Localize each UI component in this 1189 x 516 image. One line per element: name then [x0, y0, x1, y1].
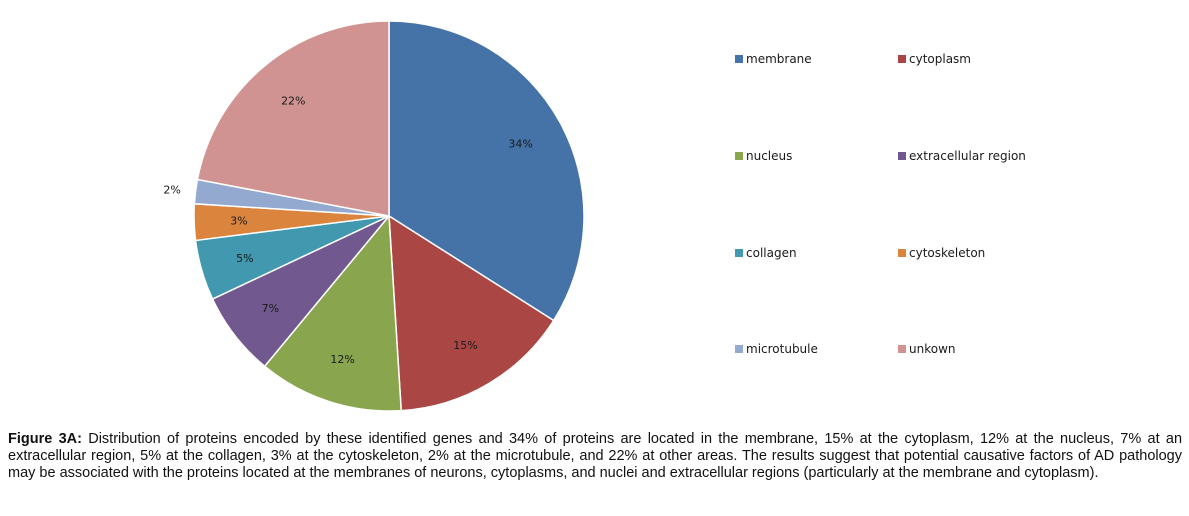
legend-label: nucleus: [746, 149, 793, 163]
legend-label: unkown: [909, 342, 956, 356]
slice-label-cytoplasm: 15%: [453, 339, 477, 352]
slice-label-cytoskeleton: 3%: [230, 215, 247, 228]
slice-label-extracellular-region: 7%: [262, 302, 279, 315]
slice-label-membrane: 34%: [508, 138, 532, 151]
legend-swatch: [735, 55, 743, 63]
legend-label: cytoskeleton: [909, 246, 986, 260]
caption-text: Distribution of proteins encoded by thes…: [8, 431, 1183, 481]
pie-slice-membrane: [388, 20, 585, 322]
slice-label-nucleus: 12%: [330, 353, 354, 366]
legend-swatch: [898, 345, 906, 353]
pie-slice-unkown: [196, 20, 390, 217]
legend-item-membrane: membrane: [735, 51, 812, 67]
legend-item-nucleus: nucleus: [735, 148, 792, 164]
legend-item-cytoskeleton: cytoskeleton: [898, 245, 985, 261]
legend-swatch: [898, 152, 906, 160]
slice-label-collagen: 5%: [236, 252, 253, 265]
slice-label-unkown: 22%: [281, 94, 305, 107]
legend-item-extracellular-region: extracellular region: [898, 148, 1026, 164]
legend-item-collagen: collagen: [735, 245, 797, 261]
legend-label: membrane: [746, 52, 812, 66]
legend-label: microtubule: [746, 342, 818, 356]
legend-label: collagen: [746, 246, 797, 260]
legend-label: extracellular region: [909, 149, 1026, 163]
pie-slice-nucleus: [263, 214, 403, 412]
legend-swatch: [735, 345, 743, 353]
legend-swatch: [735, 152, 743, 160]
figure-caption: Figure 3A: Distribution of proteins enco…: [8, 431, 1182, 482]
legend-item-cytoplasm: cytoplasm: [898, 51, 971, 67]
legend-item-unkown: unkown: [898, 341, 956, 357]
legend-item-microtubule: microtubule: [735, 341, 818, 357]
slice-label-microtubule: 2%: [163, 184, 180, 197]
legend-swatch: [898, 249, 906, 257]
caption-label: Figure 3A:: [8, 431, 82, 447]
pie-chart: 34% 15% 12% 7% 5% 3% 2% 22% membrane cytoplasm nu…: [163, 20, 1026, 412]
pie-chart-svg: 34% 15% 12% 7% 5% 3% 2% 22%: [163, 20, 585, 412]
pie-slice-cytoplasm: [388, 214, 555, 412]
legend-label: cytoplasm: [909, 52, 971, 66]
legend-swatch: [735, 249, 743, 257]
legend-swatch: [898, 55, 906, 63]
